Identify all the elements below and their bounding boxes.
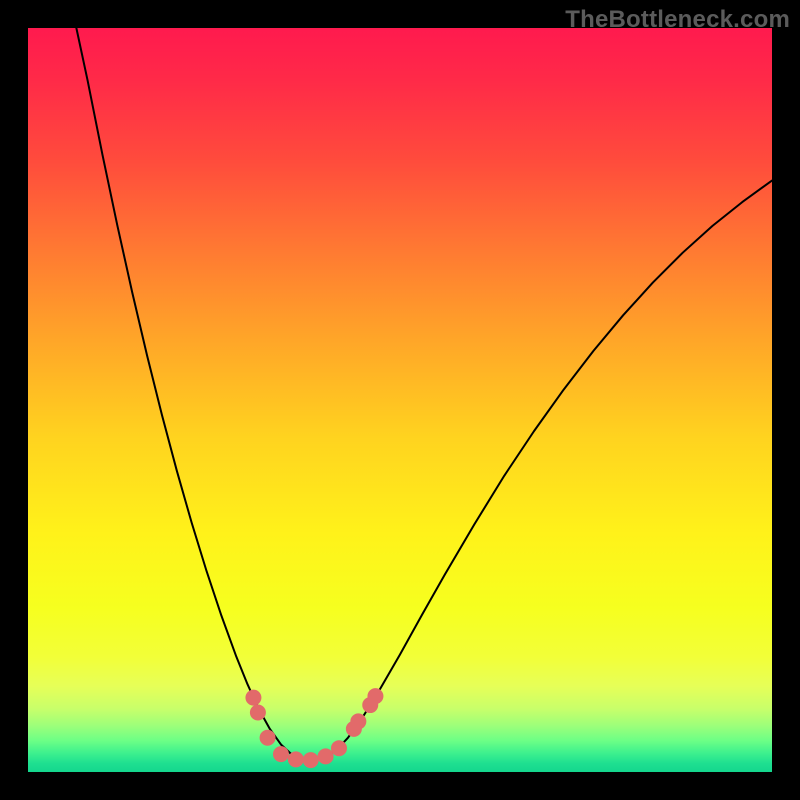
marker-dot <box>260 730 275 745</box>
marker-dot <box>250 705 265 720</box>
marker-dot <box>273 747 288 762</box>
watermark-text: TheBottleneck.com <box>565 6 790 34</box>
marker-dot <box>246 690 261 705</box>
gradient-background <box>28 28 772 772</box>
marker-dot <box>318 749 333 764</box>
marker-dot <box>331 741 346 756</box>
marker-dot <box>288 752 303 767</box>
chart-frame: TheBottleneck.com <box>0 0 800 800</box>
marker-dot <box>368 689 383 704</box>
marker-dot <box>303 753 318 768</box>
bottleneck-chart <box>0 0 800 800</box>
marker-dot <box>351 714 366 729</box>
